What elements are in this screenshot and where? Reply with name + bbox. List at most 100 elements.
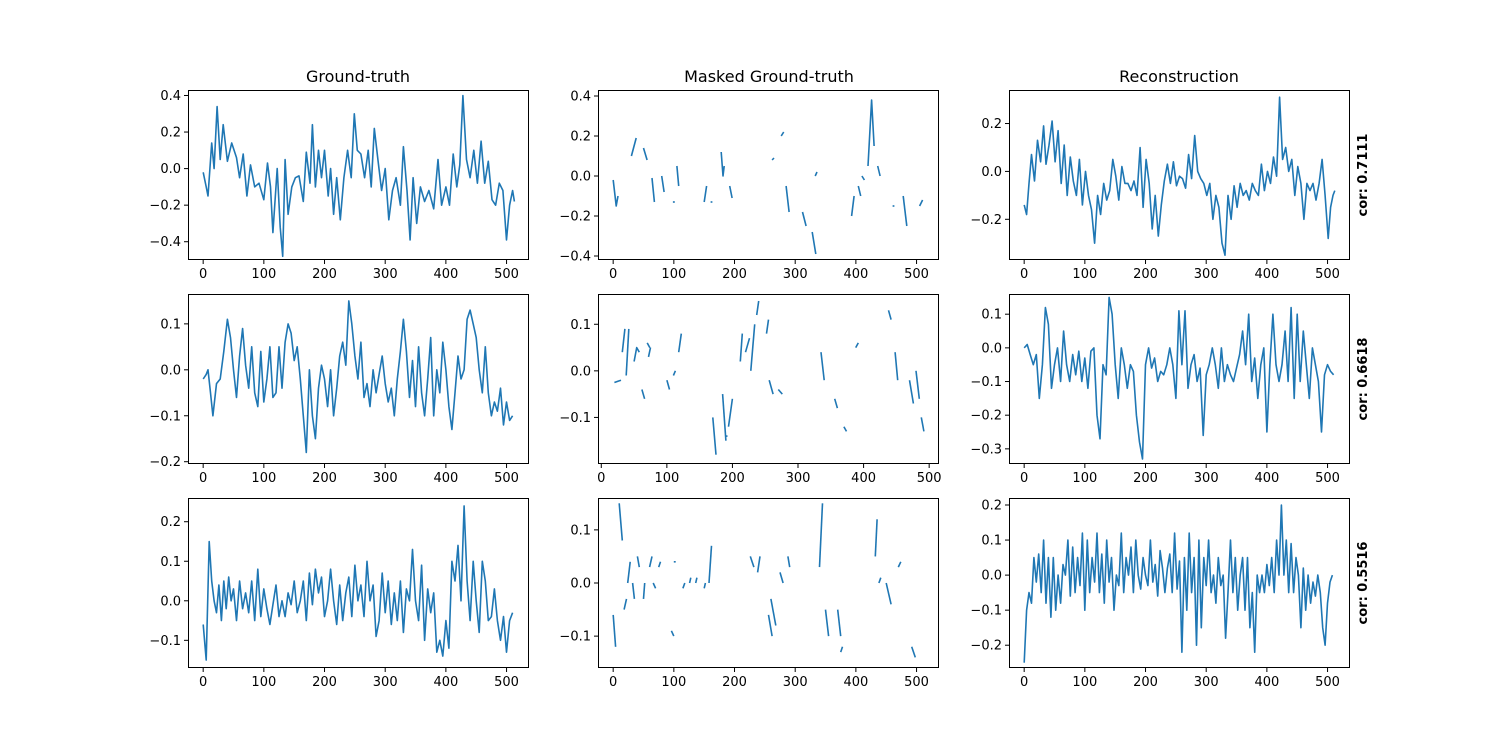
row-label-1: cor: 0.7111 <box>1356 134 1371 217</box>
panel-r1c3-frame <box>1009 90 1350 260</box>
panel-r1c2-segment-1 <box>612 179 619 207</box>
panel-r1c2-segment-2 <box>630 137 637 157</box>
panel-r1c2-xtick-label: 300 <box>783 267 808 282</box>
panel-r1c2-segment-18 <box>850 195 855 217</box>
panel-r2c2-ytick-label: 0.0 <box>570 364 591 379</box>
panel-r1c1-xtick-label: 300 <box>373 267 398 282</box>
panel-r2c2-segment-14 <box>727 398 734 427</box>
column-title-ground-truth: Ground-truth <box>306 67 410 86</box>
panel-r3c2-segment-32 <box>910 646 917 658</box>
panel-r3c2-xtick-label: 200 <box>722 675 747 690</box>
panel-r1c2-segment-16 <box>811 231 817 255</box>
panel-r2c2-segment-29 <box>915 370 921 399</box>
panel-r2c2-segment-10 <box>677 333 683 353</box>
panel-r3c2-segment-29 <box>878 577 882 584</box>
panel-r3c2-segment-5 <box>631 582 636 599</box>
panel-r3c2-segment-10 <box>657 561 662 568</box>
panel-r2c3-ytick-label: −0.2 <box>970 409 1002 424</box>
panel-r2c3-ytick-label: −0.1 <box>970 375 1002 390</box>
panel-r3c3-xtick-label: 500 <box>1315 675 1340 690</box>
panel-r1c2-xtick-label: 400 <box>843 267 868 282</box>
panel-r1c1-ytick-label: −0.2 <box>149 199 181 214</box>
panel-r3c3: 0 100 200 300 400 500 −0.2 −0.1 0.0 0.1 0.2 <box>970 498 1350 690</box>
panel-r3c2: 0 100 200 300 400 500 −0.1 0.0 0.1 <box>559 498 939 690</box>
panel-r3c2-segment-4 <box>626 561 631 584</box>
panel-r2c2-segment-7 <box>647 347 652 358</box>
panel-r2c2-segment-9 <box>672 370 677 376</box>
panel-r3c1-xtick-label: 0 <box>199 675 207 690</box>
panel-r2c2-segment-25 <box>854 342 860 348</box>
panel-r2c2-segment-17 <box>750 324 756 371</box>
panel-r3c2-segment-21 <box>770 598 777 626</box>
panel-r2c1-ytick-label: 0.1 <box>160 317 181 332</box>
panel-r3c1-xtick-label: 500 <box>494 675 519 690</box>
panel-r3c3-ytick-label: −0.2 <box>970 639 1002 654</box>
panel-r3c3-xtick-label: 0 <box>1020 675 1028 690</box>
panel-r3c2-segment-26 <box>836 609 842 637</box>
panel-r1c2-segment-13 <box>780 131 785 137</box>
panel-r3c2-xtick-label: 100 <box>661 675 686 690</box>
panel-r1c1-xtick-label: 400 <box>433 267 458 282</box>
panel-r3c2-segment-2 <box>618 503 624 541</box>
panel-r1c3-ytick-label: 0.0 <box>981 165 1002 180</box>
panel-r3c3-xtick-label: 100 <box>1072 675 1097 690</box>
panel-r3c3-xtick-label: 200 <box>1133 675 1158 690</box>
panel-r2c2-ytick-label: −0.1 <box>559 411 591 426</box>
panel-r2c3-xtick-label: 300 <box>1194 471 1219 486</box>
panel-r3c2-segment-14 <box>688 577 692 584</box>
panel-r1c2-xtick-label: 200 <box>722 267 747 282</box>
panel-r1c2-xtick-label: 0 <box>609 267 617 282</box>
panel-r1c2-segment-24 <box>902 195 908 227</box>
panel-r2c2-segment-6 <box>646 342 651 348</box>
panel-r1c3-xtick-label: 200 <box>1133 267 1158 282</box>
panel-r2c1-ytick-label: −0.1 <box>149 409 181 424</box>
panel-r1c1-series-line <box>202 94 516 258</box>
panel-r1c1-xtick-label: 100 <box>251 267 276 282</box>
row-label-3: cor: 0.5516 <box>1356 542 1371 625</box>
column-title-masked-ground-truth: Masked Ground-truth <box>684 67 854 86</box>
panel-r3c1-ytick-label: 0.2 <box>160 515 181 530</box>
panel-r3c2-segment-11 <box>670 630 675 637</box>
panel-r1c2-segment-17 <box>814 171 818 177</box>
panel-r1c1-xtick-label: 0 <box>199 267 207 282</box>
panel-r2c2-segment-8 <box>666 379 671 390</box>
panel-r3c2-segment-25 <box>824 609 830 637</box>
panel-r1c2-segment-11 <box>728 185 733 199</box>
panel-r3c2-segment-27 <box>839 646 844 653</box>
panel-r3c2-segment-16 <box>703 582 707 589</box>
panel-r2c1-xtick-label: 0 <box>199 471 207 486</box>
panel-r3c2-segment-23 <box>787 556 791 568</box>
panel-r1c1: 0 100 200 300 400 500 −0.4 −0.2 0.0 0.2 0.4 <box>149 89 529 282</box>
panel-r3c2-segment-13 <box>682 582 686 589</box>
panel-r1c2-segment-3 <box>642 147 648 161</box>
panel-r3c1-frame <box>188 498 529 668</box>
panel-r2c2-segment-2 <box>621 328 626 353</box>
panel-r2c2-segment-19 <box>765 319 770 334</box>
panel-r1c2-segment-12 <box>771 157 775 161</box>
panel-r2c3-xtick-label: 100 <box>1072 471 1097 486</box>
panel-r3c2-segment-28 <box>874 519 878 557</box>
panel-r3c2-ytick-label: 0.1 <box>570 523 591 538</box>
panel-r1c2-segment-8 <box>703 185 708 203</box>
panel-r1c3-ytick-label: 0.2 <box>981 117 1002 132</box>
panel-r1c1-xtick-label: 500 <box>494 267 519 282</box>
panel-r1c2-segment-15 <box>801 211 807 227</box>
panel-r2c1-xtick-label: 400 <box>433 471 458 486</box>
panel-r2c2-xtick-label: 500 <box>917 471 942 486</box>
panel-r2c2-segment-12 <box>721 394 727 441</box>
panel-r2c2-xtick-label: 100 <box>654 471 679 486</box>
panel-r2c2-segment-30 <box>920 417 925 432</box>
panel-r3c3-ytick-label: 0.2 <box>981 499 1002 514</box>
panel-r1c2-ytick-label: −0.2 <box>559 210 591 225</box>
panel-r3c2-segment-24 <box>818 503 824 568</box>
panel-r3c2-segment-17 <box>708 545 713 584</box>
panel-r2c2-xtick-label: 400 <box>851 471 876 486</box>
panel-r1c3-xtick-label: 0 <box>1020 267 1028 282</box>
panel-r1c2-segment-25 <box>918 199 924 207</box>
panel-r3c2-segment-18 <box>749 556 755 568</box>
panel-r2c1-xtick-label: 100 <box>251 471 276 486</box>
panel-r1c2-xtick-label: 100 <box>661 267 686 282</box>
panel-r2c2-segment-1 <box>614 379 622 384</box>
